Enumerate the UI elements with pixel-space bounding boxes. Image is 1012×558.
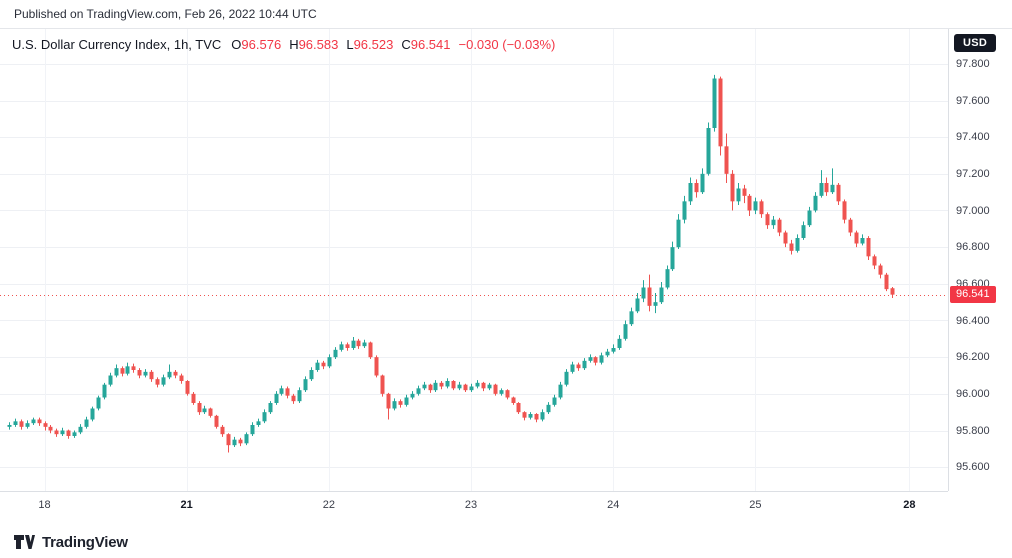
symbol-title: U.S. Dollar Currency Index, 1h, TVC xyxy=(12,37,222,52)
price-axis-label: 97.600 xyxy=(956,94,990,107)
tradingview-logo-text: TradingView xyxy=(42,533,128,551)
chart-container[interactable]: U.S. Dollar Currency Index, 1h, TVC O96.… xyxy=(0,29,1012,558)
legend-low: L96.523 xyxy=(346,37,394,52)
price-axis-label: 96.400 xyxy=(956,314,990,327)
price-axis-label: 96.800 xyxy=(956,241,990,254)
price-axis-label: 97.200 xyxy=(956,167,990,180)
time-axis[interactable]: 18 21 22 23 24 25 28 xyxy=(0,491,948,522)
price-axis-label: 97.000 xyxy=(956,204,990,217)
price-axis-label: 96.200 xyxy=(956,351,990,364)
published-bar: Published on TradingView.com, Feb 26, 20… xyxy=(0,0,1012,29)
time-axis-label: 28 xyxy=(903,499,916,511)
legend-open: O96.576 xyxy=(231,37,282,52)
tradingview-logo[interactable]: TradingView xyxy=(13,533,128,551)
last-price-badge: 96.541 xyxy=(950,285,996,303)
legend-change: −0.030 (−0.03%) xyxy=(458,37,556,52)
chart-legend: U.S. Dollar Currency Index, 1h, TVC O96.… xyxy=(12,37,555,52)
tradingview-logo-icon xyxy=(14,535,35,549)
legend-high: H96.583 xyxy=(289,37,339,52)
time-axis-label: 24 xyxy=(607,499,620,511)
time-axis-label: 25 xyxy=(749,499,762,511)
price-axis-label: 96.000 xyxy=(956,387,990,400)
time-axis-label: 18 xyxy=(38,499,51,511)
published-text: Published on TradingView.com, Feb 26, 20… xyxy=(14,7,317,21)
currency-badge: USD xyxy=(954,34,997,52)
candlestick-plot[interactable] xyxy=(0,29,948,491)
price-axis-label: 97.800 xyxy=(956,57,990,70)
time-axis-label: 23 xyxy=(464,499,478,511)
price-axis-label: 97.400 xyxy=(956,131,990,144)
time-axis-label: 22 xyxy=(322,499,335,511)
price-axis-label: 95.600 xyxy=(956,461,990,474)
time-axis-label: 21 xyxy=(180,499,193,511)
price-axis-label: 95.800 xyxy=(956,424,990,437)
legend-close: C96.541 xyxy=(401,37,451,52)
price-axis[interactable]: USD 97.800 97.600 97.400 97.200 97.000 96.800… xyxy=(948,29,1012,491)
